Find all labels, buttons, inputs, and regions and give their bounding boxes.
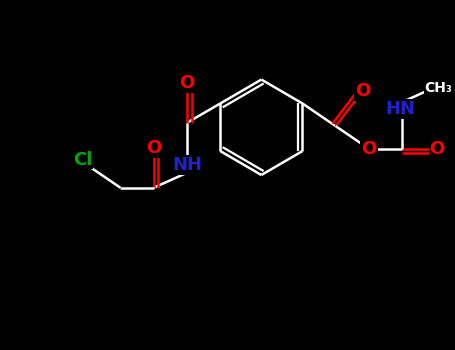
Text: O: O	[355, 82, 370, 100]
Text: CH₃: CH₃	[425, 80, 452, 94]
Text: O: O	[146, 139, 162, 157]
Text: NH: NH	[172, 156, 202, 174]
Text: O: O	[430, 140, 445, 158]
Text: HN: HN	[385, 100, 415, 118]
Text: Cl: Cl	[73, 150, 92, 169]
Text: O: O	[179, 74, 195, 92]
Text: O: O	[361, 140, 377, 158]
